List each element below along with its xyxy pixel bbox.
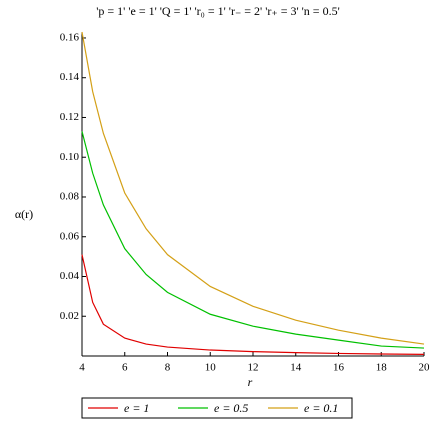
x-tick-label: 16 xyxy=(333,362,345,374)
legend-label: e = 0.1 xyxy=(304,401,338,415)
y-tick-label: 0.06 xyxy=(60,230,80,242)
y-tick-label: 0.12 xyxy=(60,111,79,123)
line xyxy=(81,131,425,349)
x-tick-label: 12 xyxy=(248,362,259,374)
y-tick-label: 0.04 xyxy=(60,270,80,282)
line xyxy=(81,31,425,345)
x-tick-label: 20 xyxy=(419,362,431,374)
y-tick-label: 0.02 xyxy=(60,310,79,322)
legend-label: e = 0.5 xyxy=(214,401,248,415)
line xyxy=(81,254,425,356)
x-tick-label: 18 xyxy=(376,362,388,374)
y-tick-label: 0.08 xyxy=(60,191,80,203)
x-tick-label: 10 xyxy=(205,362,217,374)
legend-box xyxy=(81,397,353,419)
x-axis-label: r xyxy=(248,375,253,389)
x-tick-label: 4 xyxy=(79,362,85,374)
x-tick-label: 14 xyxy=(290,362,302,374)
y-axis-label: α(r) xyxy=(15,207,33,221)
legend-label: e = 1 xyxy=(124,401,149,415)
y-tick-label: 0.14 xyxy=(60,71,80,83)
y-tick-label: 0.16 xyxy=(60,31,80,43)
x-tick-label: 8 xyxy=(165,362,171,374)
chart-title: 'p = 1' 'e = 1' 'Q = 1' 'r₀ = 1' 'r₋ = 2… xyxy=(96,4,339,18)
y-tick-label: 0.10 xyxy=(60,151,80,163)
x-tick-label: 6 xyxy=(122,362,128,374)
